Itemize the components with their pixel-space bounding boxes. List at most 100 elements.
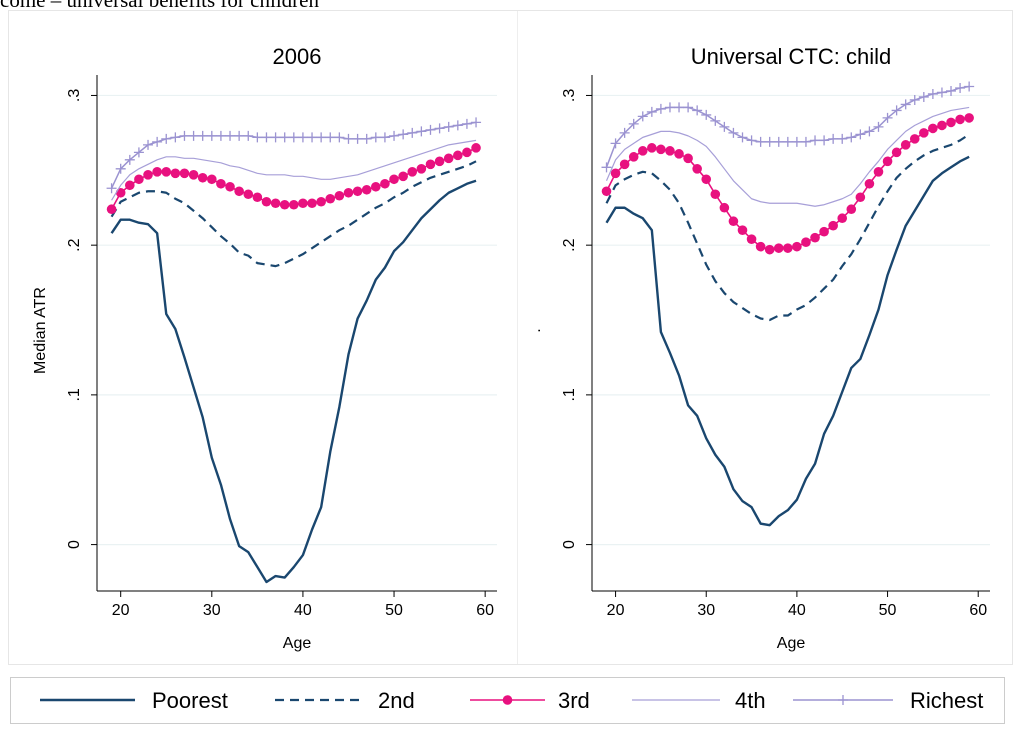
marker — [909, 94, 920, 105]
marker — [152, 167, 162, 177]
y-axis-label: Median ATR — [32, 287, 49, 374]
marker — [900, 99, 911, 110]
marker — [379, 132, 390, 143]
marker — [352, 186, 363, 197]
series-line — [110, 179, 477, 584]
marker — [243, 130, 254, 141]
x-tick-label: 50 — [385, 602, 403, 619]
marker — [683, 102, 694, 113]
marker — [918, 91, 929, 102]
x-tick-label: 60 — [476, 602, 494, 619]
marker — [855, 129, 866, 140]
marker — [134, 174, 144, 185]
marker — [370, 132, 381, 143]
marker — [234, 186, 244, 197]
legend-label: 3rd — [558, 688, 590, 713]
x-axis-label: Age — [283, 635, 312, 652]
marker — [316, 132, 327, 143]
x-tick-label: 30 — [203, 602, 221, 619]
marker — [955, 82, 966, 93]
marker — [701, 174, 712, 185]
marker — [710, 189, 721, 200]
marker — [261, 132, 272, 143]
marker — [297, 132, 308, 143]
x-axis-label: Age — [777, 635, 806, 652]
panel-title: 2006 — [273, 44, 322, 69]
header: come – universal benefits for children — [0, 0, 319, 12]
x-tick-label: 40 — [788, 602, 806, 619]
marker — [361, 133, 372, 144]
marker — [261, 196, 272, 207]
marker — [728, 216, 739, 227]
marker — [882, 156, 893, 167]
marker — [900, 140, 911, 150]
marker — [737, 132, 748, 143]
marker — [855, 192, 866, 203]
marker — [764, 244, 775, 255]
marker — [252, 132, 263, 143]
marker — [601, 162, 612, 173]
y-tick-label: .3 — [66, 89, 83, 102]
marker — [792, 241, 802, 252]
marker — [443, 153, 454, 164]
legend-label: 4th — [735, 688, 766, 713]
marker — [380, 178, 390, 189]
marker — [398, 129, 409, 140]
x-tick-label: 30 — [697, 602, 715, 619]
marker — [773, 243, 784, 253]
x-tick-label: 20 — [607, 602, 625, 619]
marker — [746, 135, 757, 146]
panel-title: Universal CTC: child — [691, 44, 892, 69]
series-line — [605, 106, 970, 207]
marker — [746, 234, 757, 244]
marker — [637, 146, 648, 156]
marker — [964, 81, 975, 92]
marker — [719, 121, 730, 132]
marker — [197, 172, 208, 183]
marker — [656, 144, 666, 155]
series-line — [605, 155, 970, 527]
series-line — [605, 133, 970, 322]
marker — [810, 232, 820, 243]
marker — [728, 127, 739, 138]
marker — [161, 167, 172, 177]
marker — [936, 87, 947, 98]
marker — [674, 102, 685, 113]
legend-marker — [502, 695, 513, 705]
y-tick-label: .3 — [561, 89, 578, 102]
marker — [197, 130, 208, 141]
marker — [683, 153, 693, 164]
legend-label: 2nd — [378, 688, 415, 713]
marker — [909, 134, 920, 144]
marker — [270, 198, 281, 209]
marker — [243, 189, 254, 200]
marker — [462, 147, 472, 158]
marker — [225, 130, 236, 141]
marker — [664, 102, 675, 113]
marker — [416, 164, 427, 174]
marker — [143, 169, 153, 180]
marker — [674, 149, 684, 159]
marker — [179, 130, 190, 141]
marker — [434, 123, 445, 134]
marker — [946, 117, 956, 128]
marker — [170, 132, 181, 143]
marker — [279, 199, 290, 210]
x-tick-label: 60 — [969, 602, 987, 619]
marker — [647, 143, 657, 153]
marker — [828, 220, 838, 231]
y-tick-label: .1 — [561, 388, 578, 401]
marker — [188, 169, 199, 180]
marker — [955, 114, 965, 125]
marker — [873, 167, 884, 177]
series-line — [111, 139, 477, 201]
marker — [407, 167, 418, 177]
marker — [864, 178, 875, 189]
marker — [425, 159, 436, 170]
marker — [737, 225, 748, 235]
marker — [692, 105, 703, 116]
marker — [416, 126, 427, 137]
marker — [461, 118, 472, 129]
marker — [133, 147, 144, 158]
